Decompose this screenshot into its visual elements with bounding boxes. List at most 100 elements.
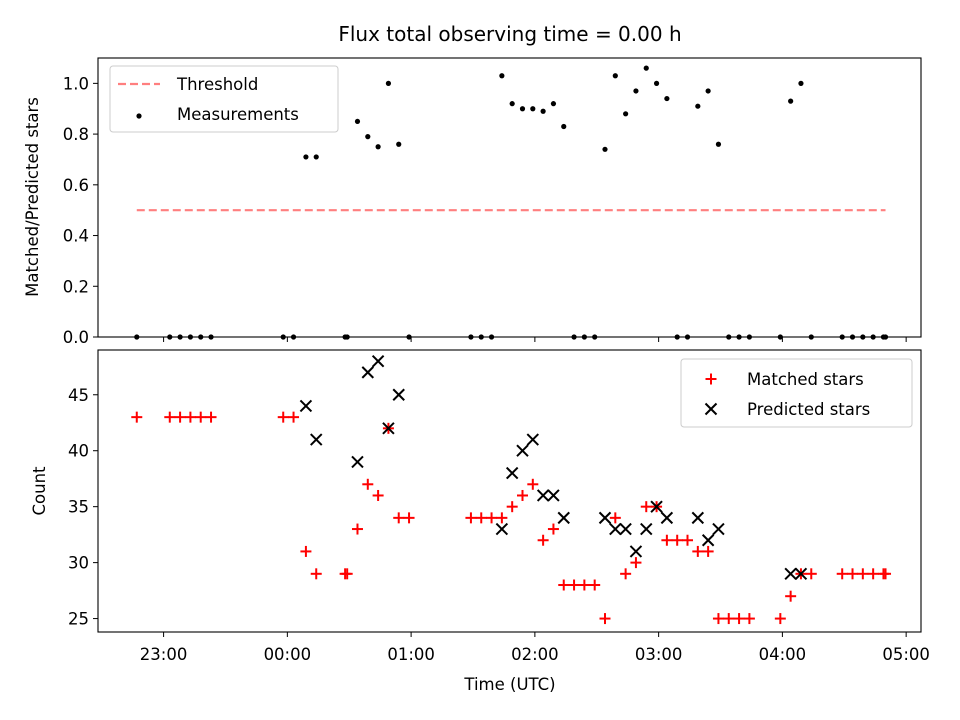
matched-star-point <box>867 568 879 580</box>
predicted-star-point-b <box>609 522 622 536</box>
matched-star-point <box>743 613 755 625</box>
predicted-star-point <box>526 433 540 446</box>
measurement-point <box>736 334 742 340</box>
predicted-star-point-b <box>505 466 519 480</box>
top-y-tick-label: 1.0 <box>63 74 89 93</box>
bottom-y-axis-label: Count <box>30 466 49 516</box>
predicted-star-point-b <box>392 388 405 401</box>
predicted-star-point-b <box>701 534 715 547</box>
predicted-star-point <box>547 489 560 502</box>
predicted-star-point <box>299 399 313 413</box>
measurement-point <box>198 334 204 340</box>
measurement-point <box>695 103 701 109</box>
measurement-point <box>134 334 140 340</box>
predicted-star-point <box>310 433 323 446</box>
measurement-point <box>581 334 587 340</box>
legend-predicted-swatch-b <box>704 402 718 416</box>
predicted-star-point-b <box>557 511 570 525</box>
legend-predicted-swatch <box>704 402 718 416</box>
measurement-point <box>870 334 876 340</box>
measurement-point <box>602 146 608 152</box>
predicted-star-point <box>629 545 643 558</box>
predicted-star-point <box>660 511 674 525</box>
predicted-star-point <box>691 511 705 525</box>
measurement-point <box>280 334 286 340</box>
measurement-point <box>571 334 577 340</box>
measurement-point <box>488 334 495 340</box>
measurement-point <box>187 334 194 340</box>
measurement-point <box>509 101 515 107</box>
top-y-tick-label: 0.8 <box>63 125 89 144</box>
legend-predicted-label: Predicted stars <box>747 400 870 419</box>
predicted-star-point <box>351 455 364 469</box>
ratio-panel: 0.0 0.2 0.4 0.6 0.8 1.0 Threshold Measurements <box>63 57 922 347</box>
measurement-point <box>385 80 392 86</box>
matched-star-point <box>609 512 621 524</box>
predicted-star-point <box>557 511 570 525</box>
matched-star-point <box>599 613 611 625</box>
top-y-tick-label: 0.2 <box>63 277 89 296</box>
predicted-star-point <box>701 534 715 547</box>
measurement-point <box>746 334 752 340</box>
matched-star-point <box>537 534 549 546</box>
measurement-point <box>788 98 794 104</box>
measurement-point <box>592 334 598 340</box>
measurement-point <box>167 334 173 340</box>
predicted-star-point-b <box>351 455 364 469</box>
measurement-point <box>664 95 670 102</box>
measurement-point <box>612 73 618 79</box>
top-y-tick-label: 0.6 <box>63 176 89 195</box>
measurement-point <box>715 141 722 147</box>
predicted-star-point <box>712 522 725 536</box>
measurement-point <box>519 106 526 112</box>
predicted-star-point <box>650 500 663 513</box>
matched-star-point <box>547 523 559 535</box>
bottom-y-tick-label: 40 <box>68 442 89 461</box>
predicted-star-point-b <box>361 366 375 379</box>
bottom-x-tick-label: 01:00 <box>387 645 435 664</box>
bottom-x-tick-label: 02:00 <box>511 645 559 664</box>
predicted-star-point-b <box>640 522 653 536</box>
matched-star-point <box>733 613 745 625</box>
matched-star-point <box>847 568 859 580</box>
matched-star-point <box>785 590 797 602</box>
predicted-star-point <box>505 466 519 480</box>
predicted-star-point <box>784 567 797 581</box>
bottom-x-tick-label: 04:00 <box>759 645 807 664</box>
matched-star-point <box>403 512 415 524</box>
matched-star-point <box>393 512 405 524</box>
measurement-point <box>468 334 474 340</box>
predicted-star-point <box>516 444 529 457</box>
measurement-point <box>653 80 660 86</box>
predicted-star-point-b <box>371 354 385 368</box>
measurement-point <box>643 65 649 71</box>
measurement-point <box>726 334 732 340</box>
predicted-star-point <box>382 422 395 435</box>
matched-star-point <box>351 523 363 535</box>
top-y-axis-label: Matched/Predicted stars <box>23 97 42 297</box>
measurement-point <box>365 134 371 140</box>
measurement-point <box>860 334 866 340</box>
matched-star-point <box>578 579 590 591</box>
measurement-point <box>396 141 402 147</box>
matched-star-point <box>288 411 300 423</box>
predicted-star-point <box>495 522 509 536</box>
matched-star-point <box>362 478 374 490</box>
matched-star-point <box>568 579 580 591</box>
predicted-star-point-b <box>629 545 643 558</box>
matched-star-point <box>184 411 196 423</box>
legend-matched-swatch <box>705 373 717 385</box>
matched-star-point <box>558 579 570 591</box>
predicted-star-point <box>392 388 405 401</box>
predicted-star-point-b <box>536 489 550 502</box>
predicted-star-point <box>640 522 653 536</box>
bottom-x-tick-label: 23:00 <box>140 645 188 664</box>
predicted-star-point-b <box>619 522 632 536</box>
predicted-star-point-b <box>660 511 674 525</box>
matched-star-point <box>857 568 869 580</box>
bottom-axes-frame <box>97 349 922 633</box>
matched-star-point <box>131 411 143 423</box>
predicted-star-point <box>536 489 550 502</box>
predicted-star-point-b <box>299 399 313 413</box>
